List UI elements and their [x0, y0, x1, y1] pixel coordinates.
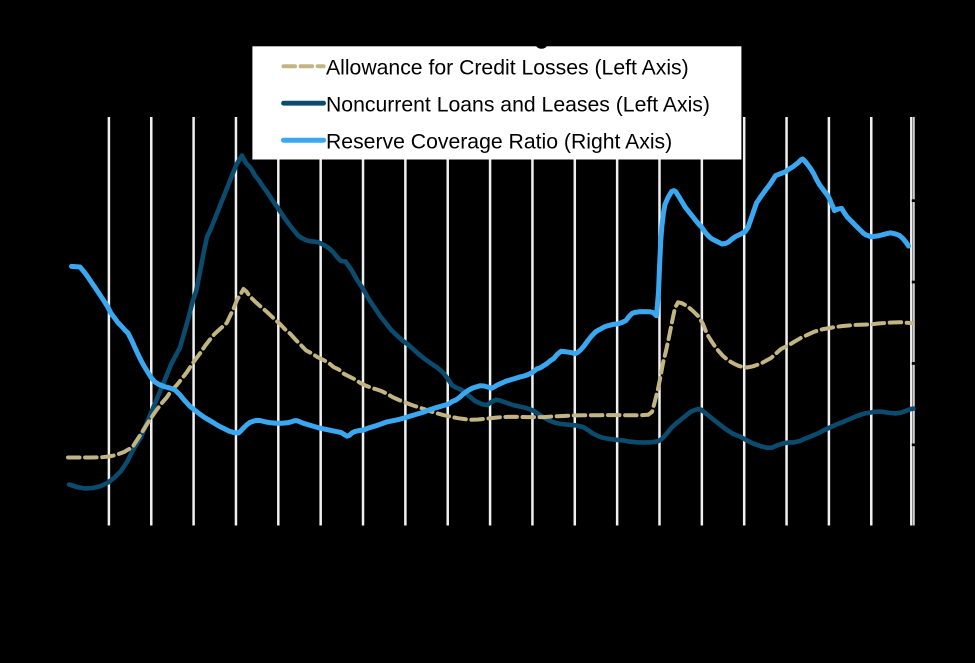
svg-text:Noncurrent Loans and Leases (L: Noncurrent Loans and Leases (Left Axis) — [326, 94, 710, 117]
svg-text:Reserve Coverage Ratio (Right: Reserve Coverage Ratio (Right Axis) — [326, 131, 672, 154]
svg-text:Allowance for Credit Losses (L: Allowance for Credit Losses (Left Axis) — [326, 57, 689, 80]
